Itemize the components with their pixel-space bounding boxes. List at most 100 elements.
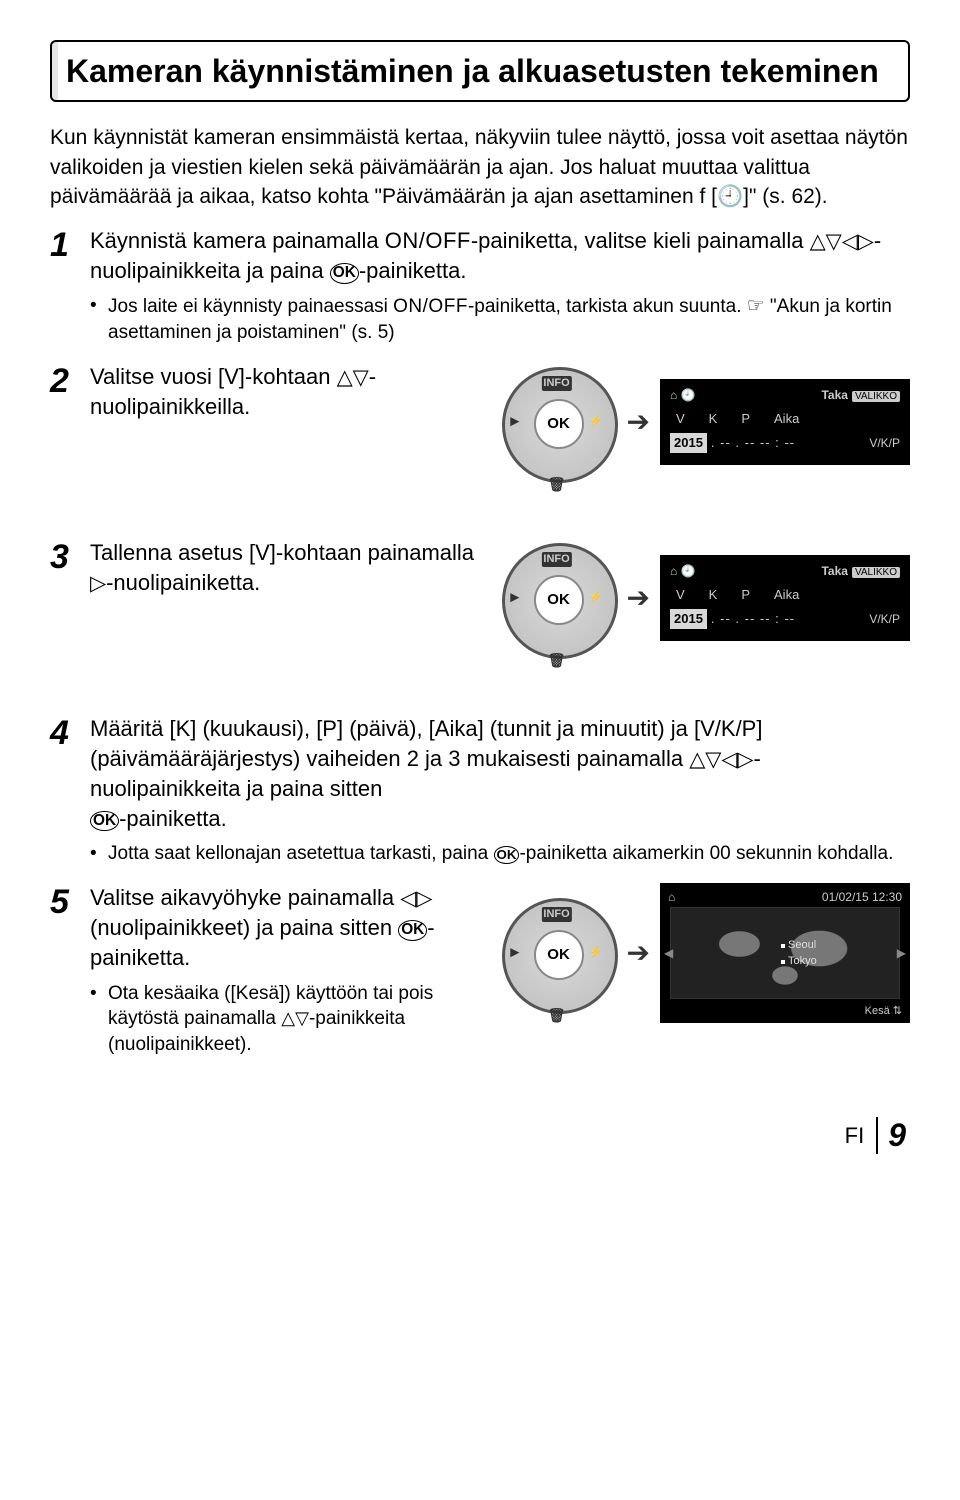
trash-icon: 🗑 [548, 475, 566, 494]
clock-icon: 🕘 [681, 388, 696, 402]
world-map: Seoul Tokyo [670, 907, 900, 999]
city-seoul: Seoul [788, 939, 816, 951]
t: -painiketta. [359, 258, 467, 283]
step-number: 4 [50, 714, 90, 750]
vkp-label: V/K/P [869, 435, 900, 451]
flash-icon: ⚡ [589, 946, 603, 961]
arrow-glyphs: △▽◁▷ [689, 748, 753, 771]
menu-badge: VALIKKO [852, 567, 900, 578]
onoff-label: ON/OFF [393, 296, 468, 317]
home-icon: ⌂ [670, 388, 677, 402]
step-2: 2 Valitse vuosi [V]-kohtaan △▽-nuolipain… [50, 362, 910, 482]
home-icon: ⌂ [670, 564, 677, 578]
col-k: K [709, 410, 718, 428]
t: Tallenna asetus [V]-kohtaan painamalla [90, 540, 474, 565]
arrow-glyphs: △▽ [281, 1008, 309, 1028]
info-icon: INFO [541, 907, 571, 922]
step4-text: Määritä [K] (kuukausi), [P] (päivä), [Ai… [90, 716, 762, 831]
t: Käynnistä kamera painamalla [90, 228, 385, 253]
col-v: V [676, 586, 685, 604]
col-aika: Aika [774, 410, 799, 428]
page-title: Kameran käynnistäminen ja alkuasetusten … [66, 52, 894, 90]
step-4: 4 Määritä [K] (kuukausi), [P] (päivä), [… [50, 714, 910, 867]
page-number: 9 [876, 1117, 906, 1154]
clock-icon: 🕘 [681, 564, 696, 578]
arrow-glyphs: ▷ [90, 572, 106, 595]
step1-text: Käynnistä kamera painamalla ON/OFF-paini… [90, 228, 881, 283]
arrow-icon: ➔ [627, 934, 650, 972]
t: Valitse aikavyöhyke painamalla [90, 885, 400, 910]
step-3: 3 Tallenna asetus [V]-kohtaan painamalla… [50, 538, 910, 658]
control-wheel-diagram: OK INFO ⚡ ▶ 🗑 [497, 893, 617, 1013]
vkp-label: V/K/P [869, 611, 900, 627]
date-dashes: . -- . -- -- : -- [711, 434, 795, 452]
t: -painiketta. [119, 806, 227, 831]
col-k: K [709, 586, 718, 604]
step5-text: Valitse aikavyöhyke painamalla ◁▷ (nuoli… [90, 883, 481, 1058]
step-number: 1 [50, 226, 90, 262]
step-number: 5 [50, 883, 90, 919]
arrow-icon: ➔ [627, 403, 650, 441]
onoff-label: ON/OFF [385, 228, 471, 253]
back-label: Taka [821, 564, 847, 578]
step4-sub: Jotta saat kellonajan asetettua tarkasti… [90, 841, 910, 867]
left-arrow-icon: ◀ [664, 945, 673, 961]
ok-icon: OK [90, 811, 119, 831]
menu-badge: VALIKKO [852, 391, 900, 402]
right-arrow-icon: ▶ [897, 945, 906, 961]
col-p: P [741, 586, 750, 604]
step2-text: Valitse vuosi [V]-kohtaan △▽-nuolipainik… [90, 362, 481, 422]
lang-code: FI [845, 1123, 865, 1149]
date-dashes: . -- . -- -- : -- [711, 610, 795, 628]
t: -painiketta, tarkista akun suunta. [468, 296, 747, 317]
ok-icon: OK [330, 263, 359, 283]
t: -nuolipainiketta. [106, 570, 260, 595]
step5-sub: Ota kesäaika ([Kesä]) käyttöön tai pois … [90, 981, 481, 1058]
intro-paragraph: Kun käynnistät kameran ensimmäistä kerta… [50, 123, 910, 211]
wheel-ok: OK [534, 575, 584, 625]
arrow-glyphs: △▽◁▷ [810, 230, 874, 253]
col-v: V [676, 410, 685, 428]
step-number: 3 [50, 538, 90, 574]
step-number: 2 [50, 362, 90, 398]
t: Jotta saat kellonajan asetettua tarkasti… [108, 843, 494, 864]
info-icon: INFO [541, 376, 571, 391]
year-value: 2015 [670, 433, 707, 453]
step1-sub: Jos laite ei käynnisty painaessasi ON/OF… [90, 293, 910, 346]
arrow-glyphs: △▽ [337, 366, 369, 389]
info-icon: INFO [541, 552, 571, 567]
wheel-ok: OK [534, 930, 584, 980]
year-value: 2015 [670, 609, 707, 629]
col-p: P [741, 410, 750, 428]
trash-icon: 🗑 [548, 651, 566, 670]
lcd-screen-date: ⌂ 🕘 Taka VALIKKO V K P Aika 2015 . -- . -… [660, 379, 910, 465]
play-icon: ▶ [511, 591, 519, 606]
step-5: 5 Valitse aikavyöhyke painamalla ◁▷ (nuo… [50, 883, 910, 1058]
arrow-glyphs: ◁▷ [400, 887, 432, 910]
back-label: Taka [821, 388, 847, 402]
control-wheel-diagram: OK INFO ⚡ ▶ 🗑 [497, 362, 617, 482]
t: -painiketta, valitse kieli painamalla [471, 228, 810, 253]
step-1: 1 Käynnistä kamera painamalla ON/OFF-pai… [50, 226, 910, 346]
ok-icon: OK [494, 846, 520, 864]
play-icon: ▶ [511, 415, 519, 430]
page-footer: FI 9 [50, 1117, 910, 1154]
t: Jos laite ei käynnisty painaessasi [108, 296, 393, 317]
flash-icon: ⚡ [589, 415, 603, 430]
t: -painiketta aikamerkin 00 sekunnin kohda… [519, 843, 893, 864]
t: (nuolipainikkeet) ja paina sitten [90, 915, 398, 940]
t: Valitse vuosi [V]-kohtaan [90, 364, 337, 389]
t: Määritä [K] (kuukausi), [P] (päivä), [Ai… [90, 716, 762, 771]
ok-icon: OK [398, 920, 427, 940]
col-aika: Aika [774, 586, 799, 604]
lcd-screen-date: ⌂ 🕘 Taka VALIKKO V K P Aika 2015 . -- . -… [660, 555, 910, 641]
trash-icon: 🗑 [548, 1006, 566, 1025]
arrow-icon: ➔ [627, 579, 650, 617]
lcd-screen-world: ⌂ 01/02/15 12:30 Seoul Tokyo ◀ ▶ Kesä ⇅ [660, 883, 910, 1023]
datetime-label: 01/02/15 12:30 [822, 889, 902, 905]
step3-text: Tallenna asetus [V]-kohtaan painamalla ▷… [90, 538, 481, 598]
hand-icon: ☞ [747, 295, 765, 317]
play-icon: ▶ [511, 946, 519, 961]
page-title-box: Kameran käynnistäminen ja alkuasetusten … [50, 40, 910, 102]
city-tokyo: Tokyo [788, 955, 817, 967]
